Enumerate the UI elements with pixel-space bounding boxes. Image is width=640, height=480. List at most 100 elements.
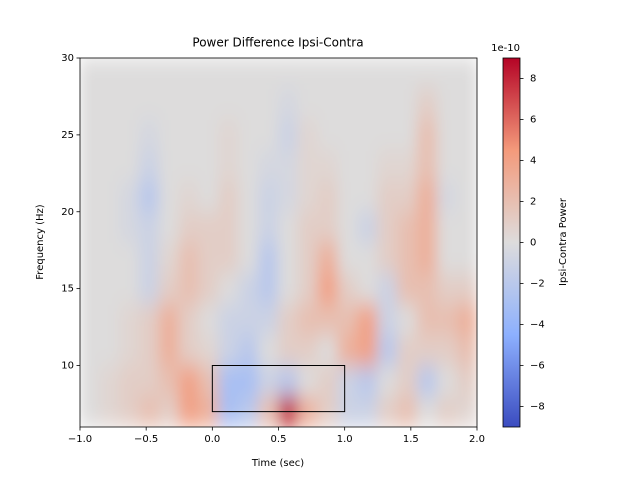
heatmap-cell <box>258 88 279 120</box>
heatmap-cell <box>278 88 299 120</box>
heatmap-cell <box>258 242 279 274</box>
heatmap-cell <box>158 365 180 397</box>
heatmap-cell <box>119 242 141 274</box>
heatmap-cells <box>80 58 477 427</box>
heatmap-cell <box>337 242 359 274</box>
heatmap-cell <box>317 88 339 120</box>
heatmap-cell <box>238 365 260 397</box>
heatmap-cell <box>456 272 477 305</box>
heatmap-cell <box>198 88 220 120</box>
heatmap-cell <box>377 119 399 151</box>
heatmap-cell <box>456 395 477 427</box>
y-tick-label: 25 <box>61 130 74 141</box>
heatmap-cell <box>80 365 101 397</box>
heatmap-cell <box>80 149 101 182</box>
heatmap-cell <box>99 395 121 427</box>
heatmap-cell <box>80 395 101 427</box>
heatmap-cell <box>99 242 121 274</box>
heatmap-cell <box>278 334 299 366</box>
y-tick-label: 10 <box>61 361 74 372</box>
heatmap-cell <box>198 119 220 151</box>
heatmap-cell <box>397 334 418 366</box>
heatmap-cell <box>238 211 260 243</box>
heatmap-cell <box>278 180 299 213</box>
heatmap-cell <box>218 180 240 213</box>
heatmap-cell <box>80 334 101 366</box>
heatmap-cell <box>416 365 438 397</box>
heatmap-cell <box>297 365 319 397</box>
heatmap-cell <box>278 119 299 151</box>
heatmap-cell <box>99 180 121 213</box>
x-tick-label: 1.0 <box>337 434 353 445</box>
x-tick-label: 2.0 <box>469 434 485 445</box>
heatmap-cell <box>139 211 160 243</box>
heatmap-cell <box>99 88 121 120</box>
heatmap-cell <box>436 149 458 182</box>
heatmap-cell <box>218 303 240 336</box>
heatmap-cell <box>238 303 260 336</box>
heatmap-cell <box>119 395 141 427</box>
heatmap-cell <box>178 395 200 427</box>
heatmap-cell <box>377 149 399 182</box>
heatmap-cell <box>357 242 379 274</box>
heatmap-cell <box>119 303 141 336</box>
heatmap-cell <box>258 211 279 243</box>
heatmap-cell <box>297 119 319 151</box>
heatmap-cell <box>198 58 220 90</box>
heatmap-cell <box>178 334 200 366</box>
heatmap-cell <box>357 395 379 427</box>
heatmap-cell <box>198 242 220 274</box>
heatmap-cell <box>218 88 240 120</box>
heatmap-cell <box>337 119 359 151</box>
heatmap-cell <box>456 180 477 213</box>
heatmap-cell <box>397 211 418 243</box>
heatmap-cell <box>119 58 141 90</box>
heatmap-cell <box>436 242 458 274</box>
heatmap-cell <box>238 149 260 182</box>
heatmap-cell <box>456 88 477 120</box>
heatmap-cell <box>198 180 220 213</box>
heatmap-cell <box>297 242 319 274</box>
x-tick-label: −0.5 <box>134 434 158 445</box>
heatmap-cell <box>416 58 438 90</box>
heatmap-cell <box>218 211 240 243</box>
heatmap-cell <box>377 272 399 305</box>
heatmap-cell <box>416 211 438 243</box>
heatmap-cell <box>337 334 359 366</box>
heatmap-cell <box>139 119 160 151</box>
heatmap-cell <box>139 272 160 305</box>
heatmap-cell <box>198 211 220 243</box>
heatmap-cell <box>357 58 379 90</box>
colorbar-tick-label: −4 <box>530 320 545 331</box>
heatmap-cell <box>317 242 339 274</box>
heatmap-cell <box>99 303 121 336</box>
heatmap-cell <box>416 334 438 366</box>
heatmap-cell <box>416 395 438 427</box>
heatmap-cell <box>99 58 121 90</box>
heatmap-cell <box>139 395 160 427</box>
heatmap-cell <box>258 180 279 213</box>
heatmap-cell <box>357 119 379 151</box>
heatmap-cell <box>397 88 418 120</box>
heatmap-cell <box>198 303 220 336</box>
heatmap-cell <box>377 242 399 274</box>
colorbar-label: Ipsi-Contra Power <box>558 197 569 286</box>
heatmap-cell <box>218 58 240 90</box>
heatmap-cell <box>416 242 438 274</box>
heatmap-cell <box>178 365 200 397</box>
heatmap-cell <box>238 242 260 274</box>
colorbar <box>502 57 521 428</box>
heatmap-cell <box>297 58 319 90</box>
heatmap-cell <box>297 149 319 182</box>
heatmap-cell <box>80 58 101 90</box>
heatmap-cell <box>80 272 101 305</box>
heatmap-cell <box>158 272 180 305</box>
heatmap-cell <box>238 180 260 213</box>
heatmap-cell <box>119 272 141 305</box>
heatmap-cell <box>80 242 101 274</box>
heatmap-cell <box>297 180 319 213</box>
heatmap-cell <box>278 303 299 336</box>
colorbar-tick-label: 6 <box>530 115 536 126</box>
heatmap-cell <box>158 242 180 274</box>
